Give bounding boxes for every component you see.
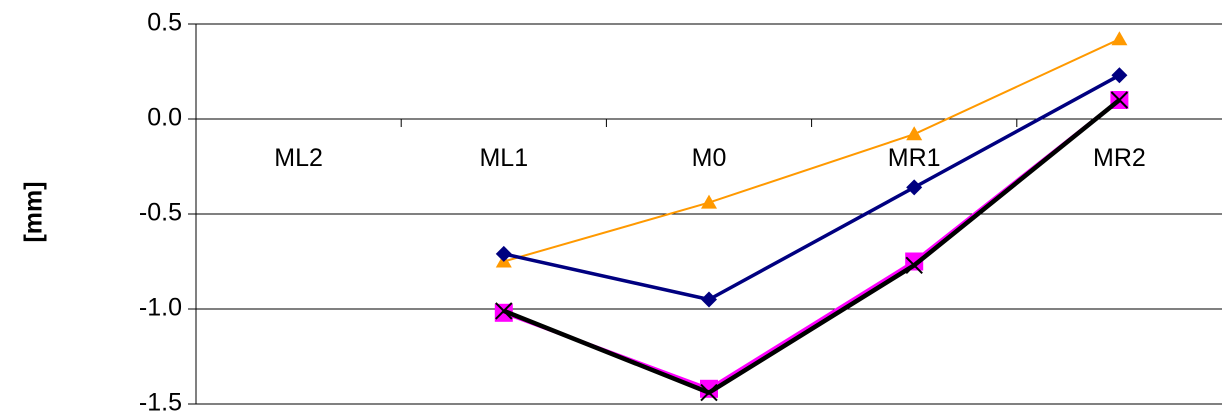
data-point-x <box>1110 91 1129 109</box>
data-point-x <box>495 302 513 320</box>
y-tick-label: -1.0 <box>139 294 182 322</box>
series-line <box>502 98 1121 395</box>
data-point-diamond <box>495 245 512 262</box>
series-line <box>503 73 1121 302</box>
data-point-triangle <box>906 126 923 141</box>
data-point-x <box>700 383 718 402</box>
y-axis-label: [mm] <box>20 181 48 242</box>
x-tick-label: MR2 <box>1093 144 1146 172</box>
x-tick-label: ML2 <box>274 144 323 172</box>
data-point-diamond <box>906 179 923 196</box>
y-tick-label: 0.5 <box>147 9 182 37</box>
data-point-x <box>905 256 923 275</box>
y-tick-label: -0.5 <box>139 199 182 227</box>
data-point-triangle <box>1111 31 1128 46</box>
grid-lines <box>196 23 1222 405</box>
x-tick-label: MR1 <box>888 144 941 172</box>
series-line <box>503 38 1120 263</box>
data-point-triangle <box>701 194 717 209</box>
x-tick-labels: ML2 ML1 M0 MR1 MR2 <box>274 144 1146 172</box>
data-point-diamond <box>1111 67 1128 84</box>
axes <box>188 23 1222 405</box>
y-tick-label: 0.0 <box>147 104 182 132</box>
data-point-square <box>700 379 718 398</box>
series-layer <box>494 31 1129 402</box>
x-tick-label: ML1 <box>479 144 528 172</box>
y-tick-label: -1.5 <box>139 389 182 417</box>
x-tick-label: M0 <box>692 144 727 172</box>
data-point-diamond <box>701 291 717 308</box>
y-tick-labels: 0.5 0.0 -0.5 -1.0 -1.5 <box>139 9 182 417</box>
